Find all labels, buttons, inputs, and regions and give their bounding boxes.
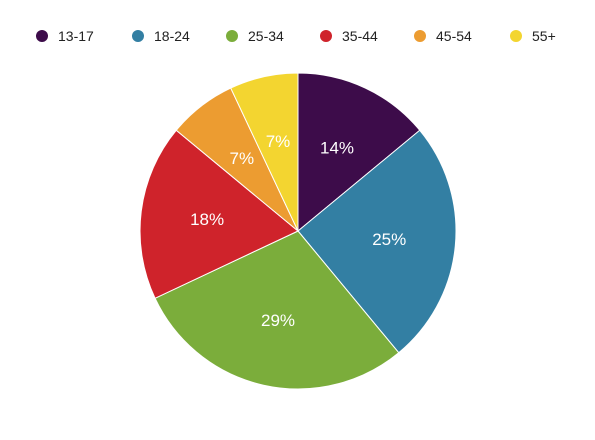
legend-label: 25-34: [248, 28, 284, 44]
legend-item-55plus: 55+: [510, 28, 556, 44]
legend-label: 55+: [532, 28, 556, 44]
legend-swatch: [414, 30, 426, 42]
legend-item-13-17: 13-17: [36, 28, 94, 44]
legend-label: 45-54: [436, 28, 472, 44]
legend-swatch: [320, 30, 332, 42]
legend-swatch: [36, 30, 48, 42]
pie-slice-13-17: [297, 72, 421, 233]
legend-swatch: [132, 30, 144, 42]
pie-slice-18-24: [297, 129, 457, 354]
legend-item-25-34: 25-34: [226, 28, 284, 44]
legend-swatch: [510, 30, 522, 42]
pie-slice-label: 25%: [372, 230, 406, 249]
legend-swatch: [226, 30, 238, 42]
pie-slice-label: 7%: [266, 132, 291, 151]
legend-item-35-44: 35-44: [320, 28, 378, 44]
legend-label: 13-17: [58, 28, 94, 44]
legend-label: 18-24: [154, 28, 190, 44]
pie-slice-label: 29%: [261, 311, 295, 330]
legend-label: 35-44: [342, 28, 378, 44]
pie-slice-55plus: [230, 72, 299, 232]
pie-slice-25-34: [154, 230, 400, 390]
pie-slice-label: 14%: [320, 139, 354, 158]
pie-slices: [139, 72, 457, 390]
chart-legend: 13-17 18-24 25-34 35-44 45-54 55+: [0, 0, 595, 72]
pie-slice-labels: 14% 25% 29% 18% 7% 7%: [190, 132, 406, 330]
legend-item-45-54: 45-54: [414, 28, 472, 44]
pie-slice-label: 7%: [230, 149, 255, 168]
legend-item-18-24: 18-24: [132, 28, 190, 44]
pie-slice-label: 18%: [190, 210, 224, 229]
pie-slice-35-44: [139, 129, 299, 299]
